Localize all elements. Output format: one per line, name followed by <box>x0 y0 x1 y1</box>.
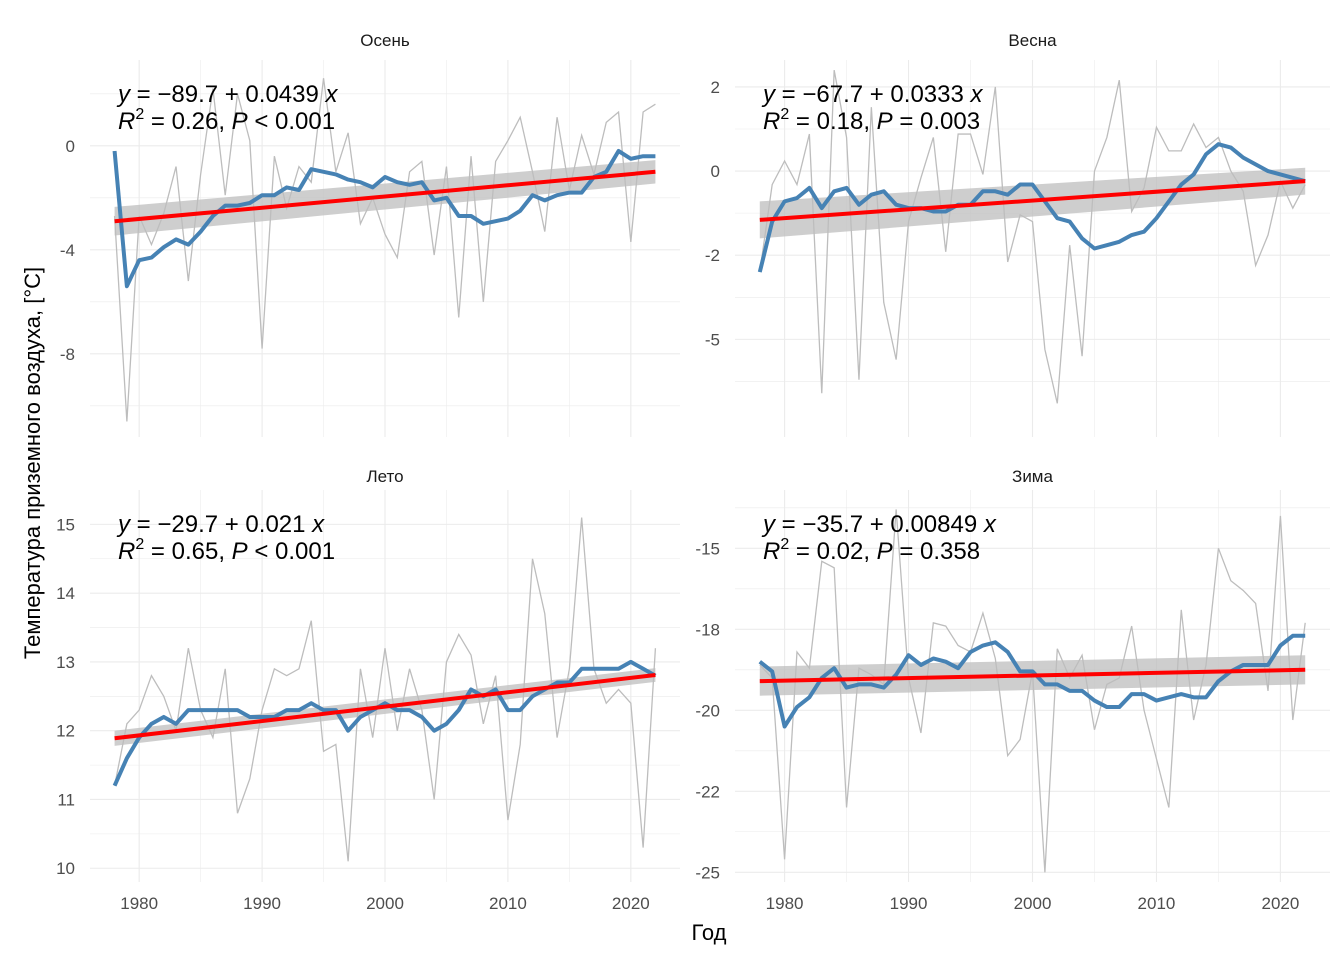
y-tick-label: -2 <box>705 246 720 265</box>
smoothed-series-line <box>757 142 1306 273</box>
regression-equation: y = −89.7 + 0.0439 x <box>116 81 339 108</box>
regression-stats: R2 = 0.26, P < 0.001 <box>118 106 335 135</box>
y-tick-label: -8 <box>60 345 75 364</box>
panel-title: Осень <box>360 31 410 50</box>
y-tick-label: -18 <box>695 620 720 639</box>
x-tick-label: 1990 <box>890 894 928 913</box>
regression-equation: y = −35.7 + 0.00849 x <box>761 511 997 538</box>
x-tick-label: 2020 <box>1262 894 1300 913</box>
panel-3: Лето 15 14 13 12 11 10 1980 1990 2000 2010 2020 y = … <box>56 467 680 913</box>
trend-line <box>759 179 1306 222</box>
x-tick-label: 2010 <box>1138 894 1176 913</box>
y-tick-label: 2 <box>711 78 720 97</box>
y-axis-title: Температура приземного воздуха, [°C] <box>20 267 45 659</box>
x-tick-label: 2010 <box>489 894 527 913</box>
x-tick-label: 1980 <box>120 894 158 913</box>
panel-title: Весна <box>1008 31 1057 50</box>
y-tick-label: 10 <box>56 859 75 878</box>
raw-series-line <box>113 78 656 422</box>
y-tick-label: -20 <box>695 701 720 720</box>
y-tick-label: -15 <box>695 539 720 558</box>
regression-equation: y = −67.7 + 0.0333 x <box>761 81 984 108</box>
y-tick-label: 0 <box>66 137 75 156</box>
x-tick-label: 1990 <box>243 894 281 913</box>
y-tick-label: -25 <box>695 863 720 882</box>
regression-stats: R2 = 0.65, P < 0.001 <box>118 536 335 565</box>
trend-line <box>759 667 1306 684</box>
panel-title: Лето <box>366 467 403 486</box>
regression-equation: y = −29.7 + 0.021 x <box>116 511 325 538</box>
x-axis-title: Год <box>691 920 726 945</box>
y-tick-label: 12 <box>56 722 75 741</box>
panel-4: Зима -15 -18 -20 -22 -25 1980 1990 2000 2010 2020 y… <box>695 467 1330 913</box>
y-tick-label: -5 <box>705 330 720 349</box>
panel-1: Осень 0 -4 -8 y = −89.7 + 0.0439 xR2 = 0.26,… <box>60 31 680 437</box>
y-tick-label: -22 <box>695 782 720 801</box>
y-tick-label: 0 <box>711 162 720 181</box>
smoothed-series-line <box>112 659 657 787</box>
y-tick-label: 14 <box>56 584 75 603</box>
smoothed-series-line <box>758 633 1306 729</box>
x-tick-label: 1980 <box>766 894 804 913</box>
trend-line <box>114 673 656 741</box>
x-tick-label: 2020 <box>612 894 650 913</box>
regression-stats: R2 = 0.18, P = 0.003 <box>763 106 980 135</box>
confidence-band <box>759 167 1306 239</box>
smoothed-series-line <box>112 149 656 289</box>
y-tick-label: 13 <box>56 653 75 672</box>
y-tick-label: 11 <box>57 790 75 809</box>
panel-2: Весна 2 0 -2 -5 y = −67.7 + 0.0333 xR2 = 0.18… <box>705 31 1330 437</box>
trend-line <box>114 169 656 224</box>
x-tick-label: 2000 <box>1014 894 1052 913</box>
x-tick-label: 2000 <box>366 894 404 913</box>
panel-title: Зима <box>1012 467 1053 486</box>
y-tick-label: 15 <box>56 515 75 534</box>
regression-stats: R2 = 0.02, P = 0.358 <box>763 536 980 565</box>
y-tick-label: -4 <box>60 241 75 260</box>
